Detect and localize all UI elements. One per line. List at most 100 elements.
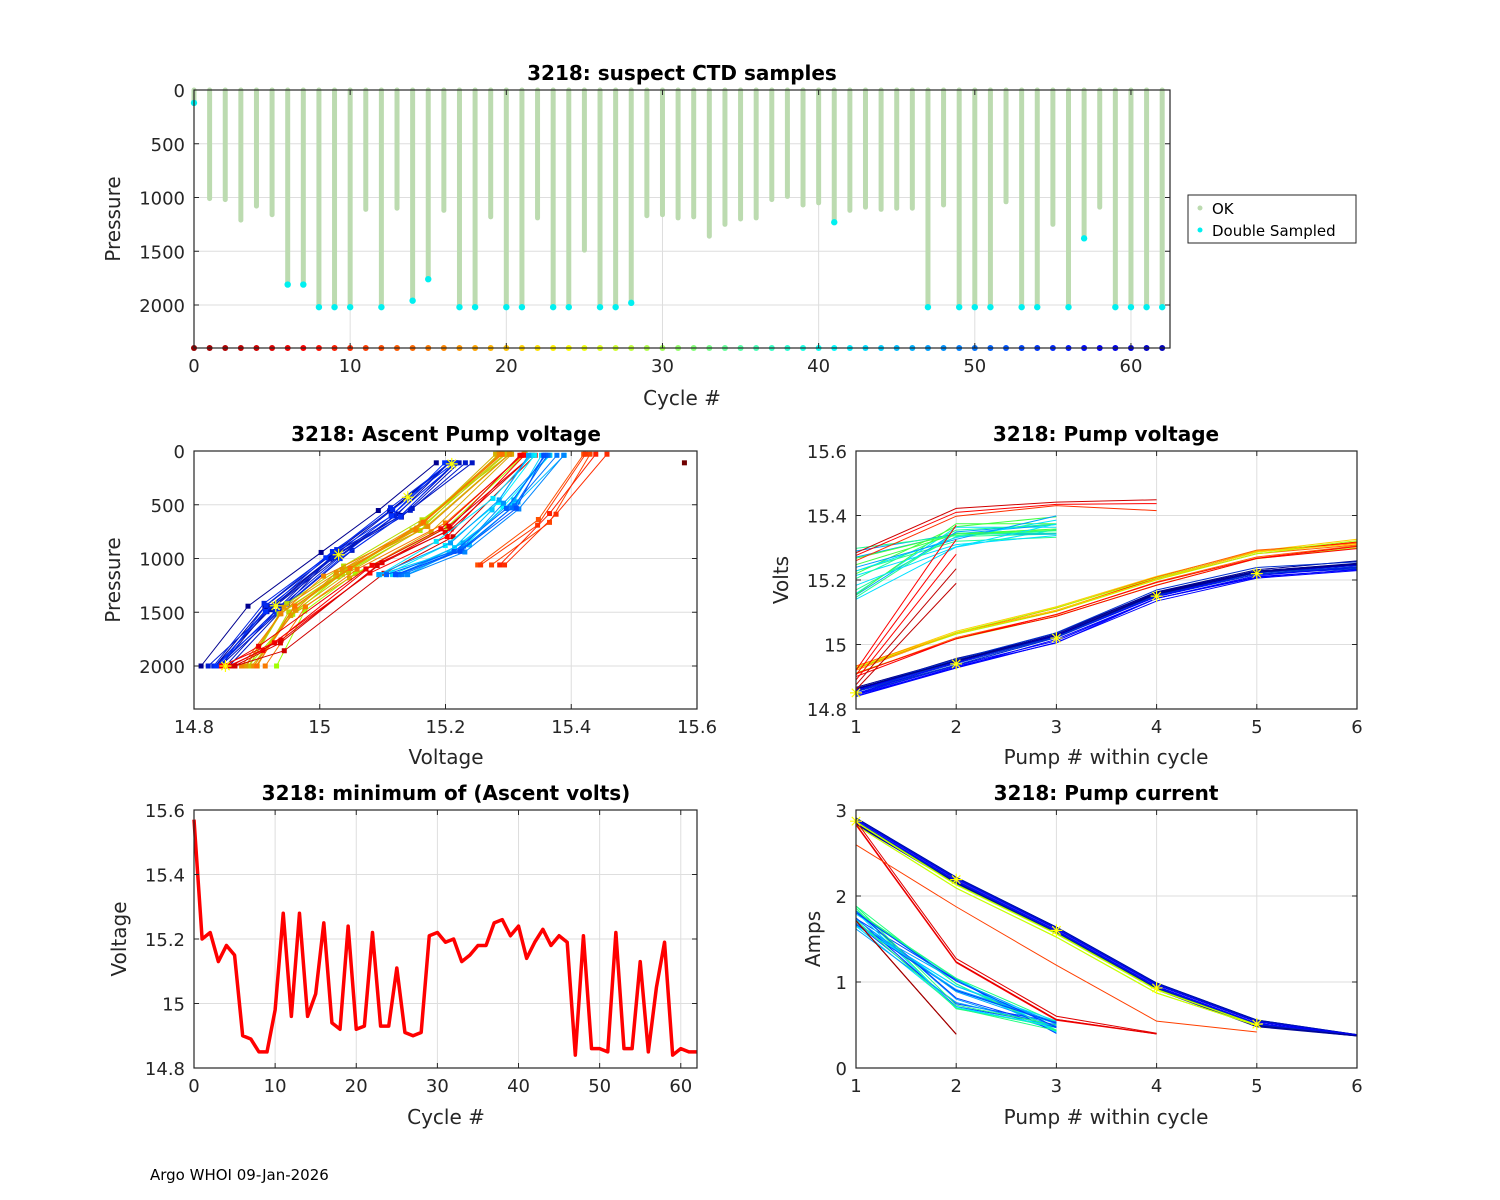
ascent-sample-point <box>278 611 284 617</box>
pump-voltage-line <box>855 539 957 676</box>
ascent-sample-point <box>450 534 456 540</box>
ascent-sample-point <box>347 575 353 581</box>
pumpc-marks <box>850 815 1358 1037</box>
ascent-sample-point <box>367 570 373 576</box>
pump-current-line <box>855 823 1358 1037</box>
ascent-sample-point <box>451 548 457 554</box>
pump-voltage-highlight-star <box>1250 567 1263 580</box>
minv-ticks: 0 10 20 30 40 50 60 14.8 15 15.2 15.4 15.6 <box>145 801 697 1097</box>
ascent-sample-point <box>254 663 260 669</box>
ascent-ticks: 14.8 15 15.2 15.4 15.6 0 500 1000 1500 2000 <box>139 442 717 738</box>
x-tick-label: 10 <box>264 1076 287 1097</box>
ascent-sample-point <box>502 562 508 568</box>
ascent-sample-point <box>457 548 463 554</box>
ascent-sample-point <box>284 601 290 607</box>
ascent-sample-point <box>442 520 448 526</box>
x-tick-label: 15 <box>308 717 331 738</box>
ascent-sample-point <box>478 562 484 568</box>
ascent-profile-line <box>256 453 503 667</box>
ascent-sample-point <box>302 604 308 610</box>
ascent-sample-point <box>553 511 559 517</box>
y-tick-label: 15.6 <box>807 442 847 463</box>
ascent-sample-point <box>232 663 238 669</box>
ascent-voltage-panel: 14.8 15 15.2 15.4 15.6 0 500 1000 1500 2000 3218:… <box>101 422 717 769</box>
ascent-sample-point <box>428 529 434 535</box>
pump-voltage-line <box>855 534 1057 576</box>
y-tick-label: 1500 <box>139 603 185 624</box>
y-tick-label: 15 <box>162 995 185 1016</box>
y-tick-label: 15.6 <box>145 801 185 822</box>
pump-current-highlight-star <box>1250 1018 1263 1031</box>
double-sampled-point <box>1143 303 1150 311</box>
suspect-ticks: 0 10 20 30 40 50 60 0 500 1000 1500 2000 <box>139 81 1170 377</box>
minv-xlabel: Cycle # <box>407 1105 485 1129</box>
ascent-sample-point <box>547 511 553 517</box>
ascent-sample-point <box>286 609 292 615</box>
ascent-sample-point <box>499 451 505 457</box>
double-sampled-point <box>378 303 385 311</box>
footer-credit: Argo WHOI 09-Jan-2026 <box>150 1166 329 1184</box>
pump-voltage-line <box>855 505 1157 562</box>
suspect-xlabel: Cycle # <box>643 386 721 410</box>
pump-voltage-line <box>855 515 1057 568</box>
y-tick-label: 0 <box>174 81 185 102</box>
ascent-highlight-star <box>269 599 282 612</box>
x-tick-label: 40 <box>807 356 830 377</box>
ascent-xlabel: Voltage <box>408 745 483 769</box>
ascent-sample-point <box>517 452 523 458</box>
pump-current-line <box>855 824 1257 1026</box>
ascent-sample-point <box>327 556 333 562</box>
ascent-sample-point <box>389 572 395 578</box>
ascent-sample-point <box>593 451 599 457</box>
double-sampled-point <box>346 303 354 311</box>
x-tick-label: 1 <box>850 1076 861 1097</box>
ascent-sample-point <box>302 608 308 614</box>
legend-ok-label: OK <box>1212 200 1235 218</box>
pump-current-line <box>855 817 1358 1036</box>
ascent-sample-point <box>489 562 495 568</box>
ascent-highlight-star <box>332 548 345 561</box>
legend-double-marker <box>1197 227 1203 233</box>
ascent-sample-point <box>374 563 380 569</box>
pump-voltage-line <box>855 564 1358 690</box>
ascent-sample-point <box>531 452 537 458</box>
pump-current-line <box>855 820 1358 1036</box>
pump-voltage-line <box>855 524 1057 580</box>
y-tick-label: 0 <box>836 1059 847 1080</box>
y-tick-label: 1500 <box>139 242 185 263</box>
pump-current-line <box>855 822 1358 1037</box>
pump-voltage-line <box>855 566 1358 695</box>
ascent-sample-point <box>512 503 518 509</box>
ascent-sample-point <box>384 572 390 578</box>
ascent-profile-line <box>395 455 545 576</box>
ascent-profile-line <box>378 455 529 576</box>
ascent-sample-point <box>497 562 503 568</box>
ascent-sample-point <box>493 451 499 457</box>
ascent-sample-point <box>513 505 519 511</box>
pumpv-title: 3218: Pump voltage <box>993 422 1219 446</box>
ascent-profile-line <box>386 455 546 576</box>
y-tick-label: 14.8 <box>145 1059 185 1080</box>
ascent-sample-point <box>506 451 512 457</box>
pump-current-highlight-star <box>1050 924 1063 937</box>
pump-voltage-line <box>855 543 1358 668</box>
ascent-sample-point <box>274 663 280 669</box>
minv-title: 3218: minimum of (Ascent volts) <box>262 781 631 805</box>
ascent-sample-point <box>369 562 375 568</box>
ascent-sample-point <box>503 451 509 457</box>
ascent-title: 3218: Ascent Pump voltage <box>291 422 601 446</box>
double-sampled-point <box>503 303 510 311</box>
x-tick-label: 60 <box>1120 356 1143 377</box>
double-sampled-point <box>1127 303 1135 311</box>
ascent-sample-point <box>354 566 360 572</box>
legend-double-label: Double Sampled <box>1212 222 1336 240</box>
ascent-outlier-point <box>681 460 687 466</box>
ascent-sample-point <box>352 570 358 576</box>
double-sampled-point <box>300 281 307 288</box>
ascent-sample-point <box>466 542 472 548</box>
ascent-sample-point <box>323 555 329 561</box>
double-sampled-point <box>471 303 479 311</box>
pump-current-line <box>855 820 1157 1034</box>
x-tick-label: 5 <box>1251 1076 1262 1097</box>
ascent-sample-point <box>456 460 462 466</box>
